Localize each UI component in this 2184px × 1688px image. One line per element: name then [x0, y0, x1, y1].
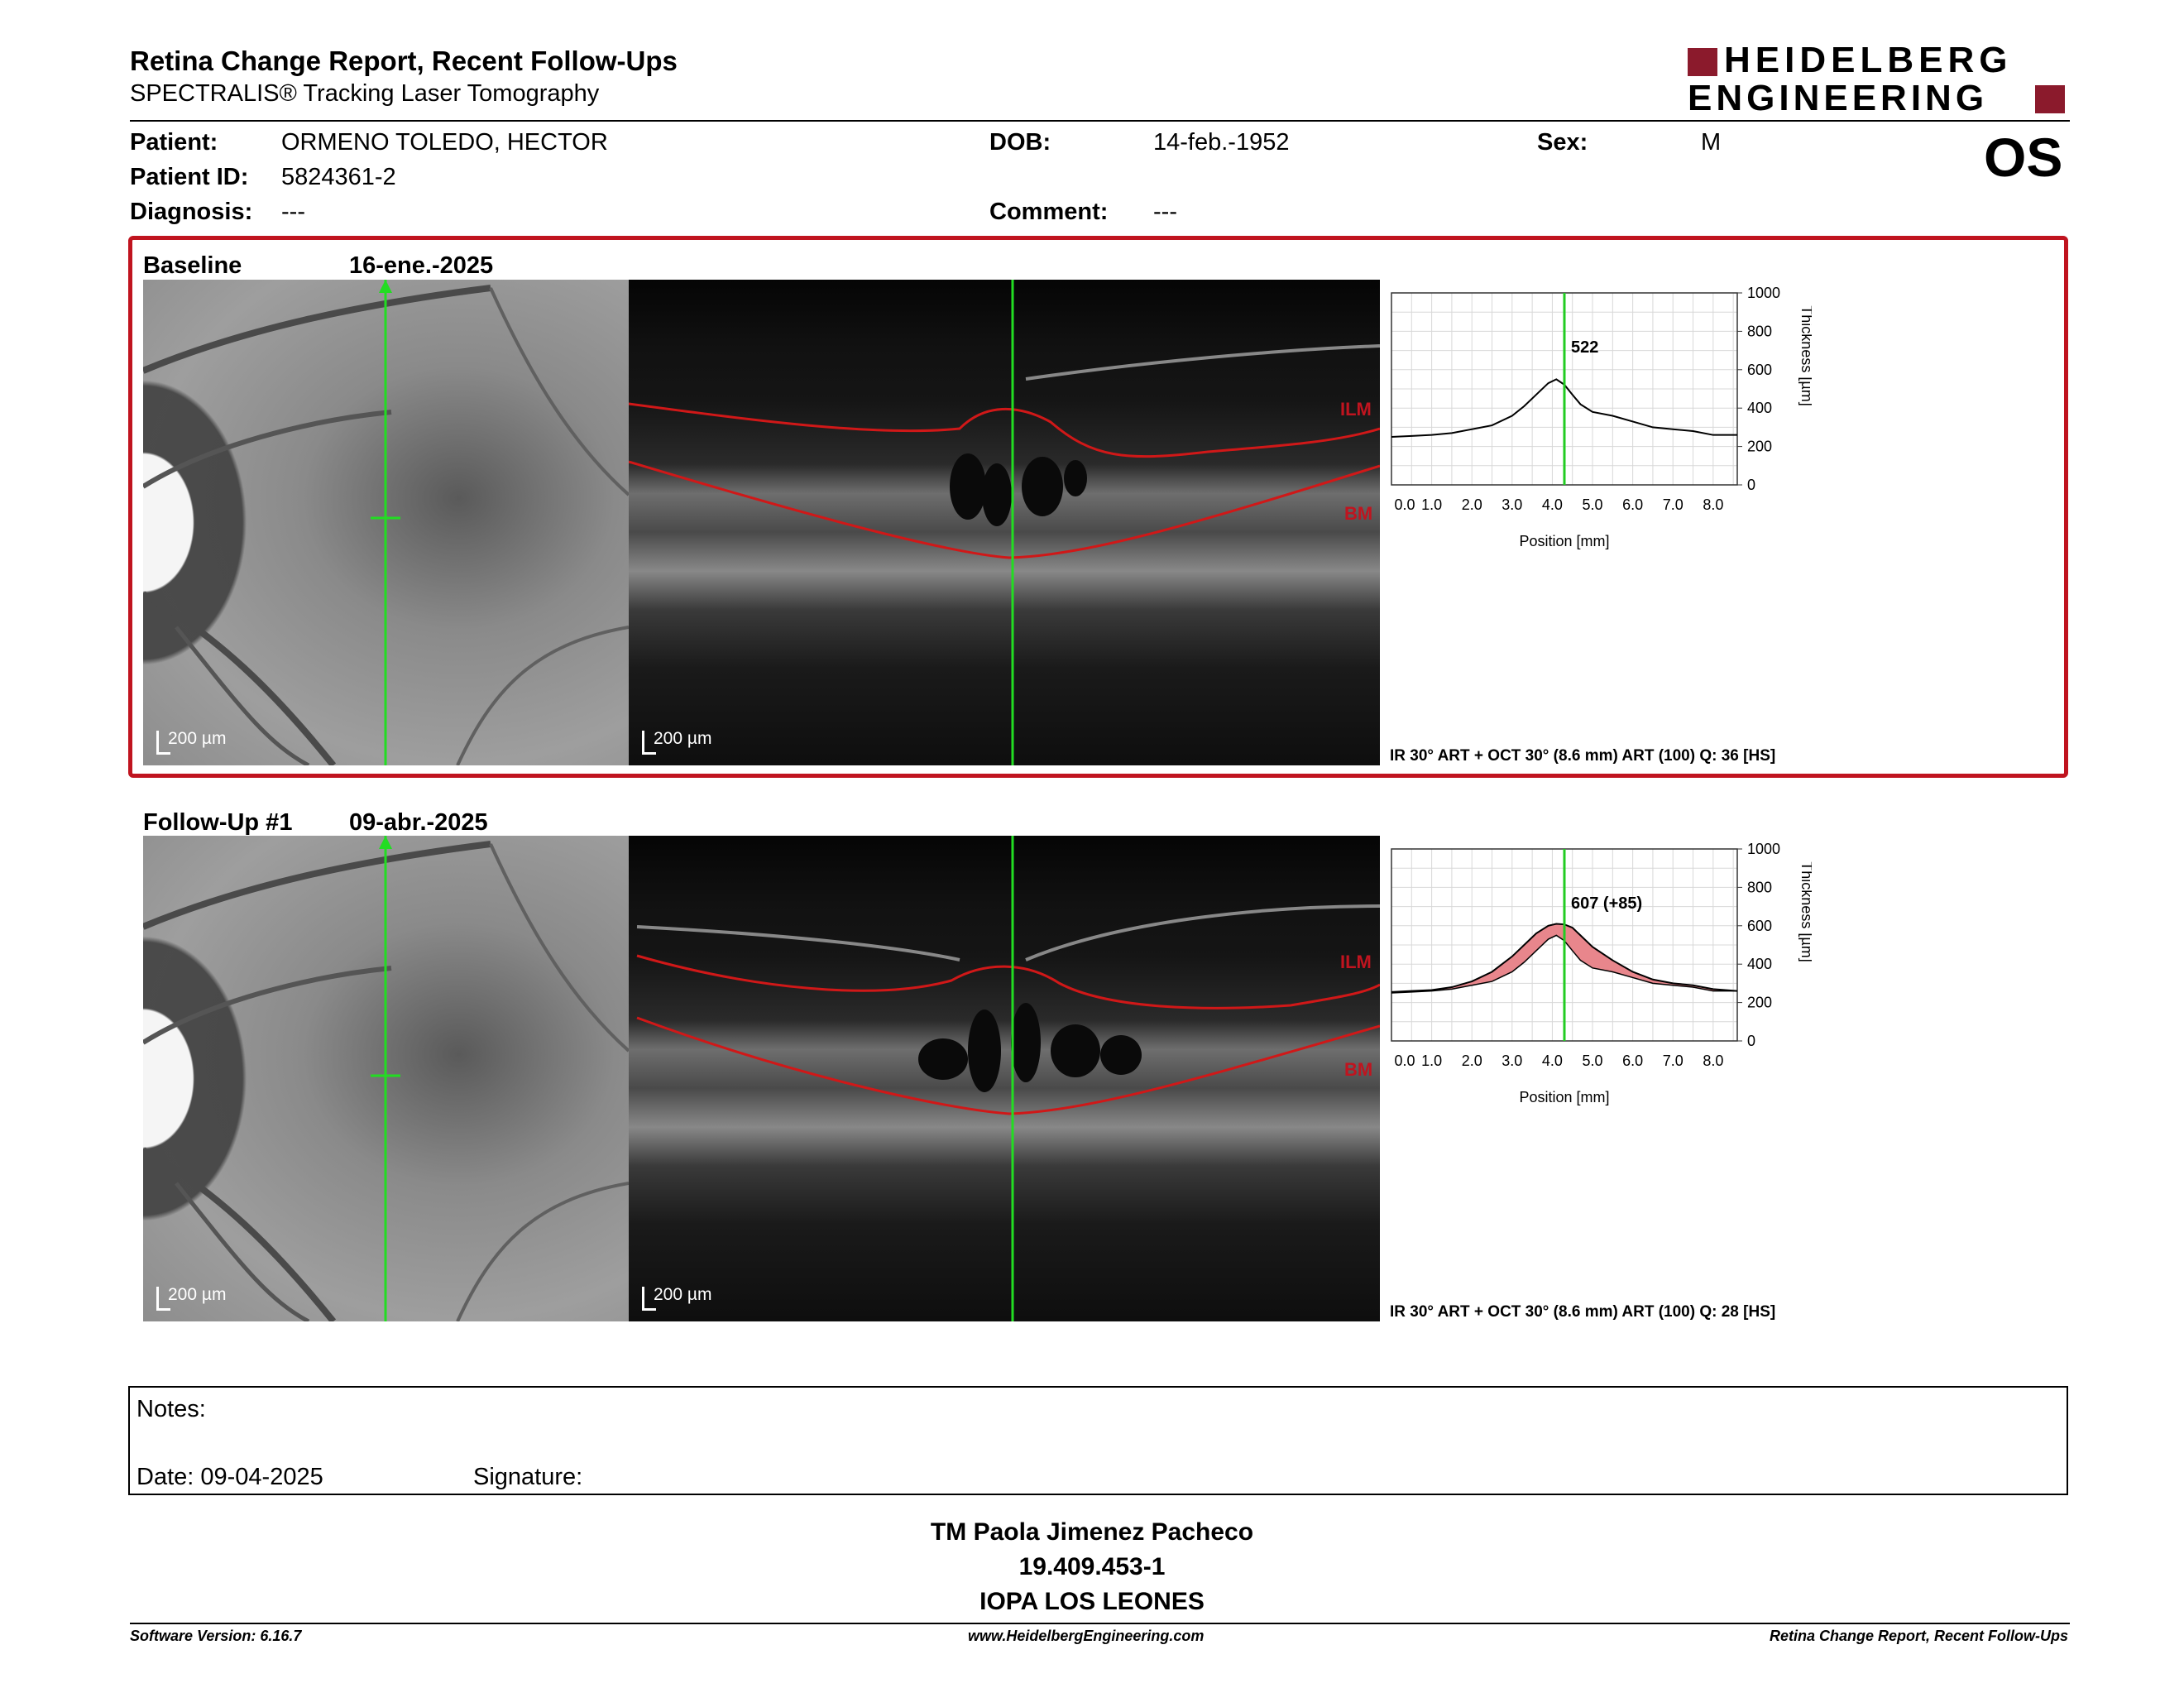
thickness-series-line [1391, 378, 1737, 438]
patient-id: 5824361-2 [281, 164, 396, 190]
y-axis-label: Thickness [µm] [1798, 305, 1812, 405]
followup-ilm-label: ILM [1340, 952, 1372, 972]
x-tick-label: 3.0 [1502, 496, 1522, 513]
y-tick-label: 600 [1747, 918, 1772, 934]
signer-id: 19.409.453-1 [1018, 1553, 1166, 1580]
y-tick-label: 800 [1747, 323, 1772, 339]
thickness-value-label: 607 (+85) [1571, 894, 1642, 913]
y-tick-label: 200 [1747, 995, 1772, 1011]
footer-report-name: Retina Change Report, Recent Follow-Ups [1769, 1628, 2068, 1644]
baseline-label: Baseline [143, 252, 242, 279]
y-tick-label: 600 [1747, 362, 1772, 378]
y-tick-label: 0 [1747, 477, 1755, 493]
x-axis-label: Position [mm] [1519, 533, 1609, 549]
y-tick-label: 200 [1747, 439, 1772, 455]
report-subtitle: SPECTRALIS® Tracking Laser Tomography [130, 80, 600, 107]
notes-date: Date: 09-04-2025 [136, 1464, 323, 1490]
patient-name: ORMENO TOLEDO, HECTOR [281, 129, 608, 156]
baseline-acquisition-info: IR 30° ART + OCT 30° (8.6 mm) ART (100) … [1390, 747, 1776, 765]
thickness-value-label: 522 [1571, 338, 1598, 357]
comment-label: Comment: [989, 199, 1109, 225]
signer-org: IOPA LOS LEONES [979, 1588, 1205, 1615]
thickness-series-line [1391, 934, 1737, 994]
logo-line2: ENGINEERING [1688, 78, 1989, 118]
notes-label: Notes: [136, 1396, 206, 1422]
logo-square-icon [1688, 48, 1717, 76]
diagnosis-value: --- [281, 199, 305, 225]
patient-id-label: Patient ID: [130, 164, 249, 190]
signer-name: TM Paola Jimenez Pacheco [930, 1518, 1254, 1546]
x-tick-label: 6.0 [1622, 1053, 1643, 1069]
x-tick-label: 8.0 [1703, 496, 1723, 513]
y-tick-label: 0 [1747, 1033, 1755, 1049]
report-title: Retina Change Report, Recent Follow-Ups [130, 46, 678, 76]
x-tick-label: 1.0 [1421, 1053, 1442, 1069]
followup-acquisition-info: IR 30° ART + OCT 30° (8.6 mm) ART (100) … [1390, 1303, 1776, 1321]
x-tick-label: 8.0 [1703, 1053, 1723, 1069]
logo-line1: HEIDELBERG [1724, 40, 2013, 80]
diagnosis-label: Diagnosis: [130, 199, 253, 225]
x-axis-label: Position [mm] [1519, 1089, 1609, 1105]
baseline-thickness-chart: 522 0 200 400 600 800 1000 0.0 1.0 2.0 3.0 4.0 5.0 6.… [1391, 285, 1812, 549]
x-tick-label: 7.0 [1663, 496, 1684, 513]
x-tick-label: 5.0 [1583, 496, 1603, 513]
logo-square-icon [2035, 85, 2065, 113]
dob-label: DOB: [989, 129, 1051, 156]
y-axis-label: Thickness [µm] [1798, 861, 1812, 961]
followup-thickness-chart: 607 (+85) 0 200 400 600 800 1000 0.0 1.0 2.0 3.0 4.… [1391, 841, 1812, 1105]
x-tick-label: 7.0 [1663, 1053, 1684, 1069]
y-tick-label: 400 [1747, 956, 1772, 972]
dob-value: 14-feb.-1952 [1153, 129, 1290, 156]
website-link[interactable]: www.HeidelbergEngineering.com [968, 1628, 1205, 1644]
x-tick-label: 0.0 [1394, 496, 1415, 513]
x-tick-label: 4.0 [1542, 1053, 1563, 1069]
footer-divider [130, 1623, 2070, 1624]
software-version: Software Version: 6.16.7 [130, 1628, 302, 1644]
y-tick-label: 400 [1747, 400, 1772, 416]
baseline-oct-bscan[interactable]: ILM BM 200 µm [629, 280, 1380, 765]
sex-value: M [1701, 129, 1722, 156]
notes-box[interactable]: Notes: Date: 09-04-2025 Signature: [128, 1386, 2068, 1495]
x-tick-label: 1.0 [1421, 496, 1442, 513]
followup-fundus-image[interactable]: 200 µm [143, 836, 629, 1321]
comment-value: --- [1153, 199, 1177, 225]
header-divider [130, 120, 2070, 122]
followup-bm-label: BM [1344, 1059, 1373, 1080]
x-tick-label: 2.0 [1462, 496, 1482, 513]
baseline-bm-label: BM [1344, 503, 1373, 524]
heidelberg-logo: HEIDELBERG ENGINEERING [1688, 42, 2068, 118]
thickness-series-line [1391, 923, 1738, 993]
y-tick-label: 1000 [1747, 841, 1780, 857]
patient-name-label: Patient: [130, 129, 218, 156]
signature-label: Signature: [473, 1464, 583, 1490]
x-tick-label: 3.0 [1502, 1053, 1522, 1069]
x-tick-label: 6.0 [1622, 496, 1643, 513]
baseline-fundus-image[interactable]: 200 µm [143, 280, 629, 765]
baseline-panel-frame [128, 236, 2068, 778]
y-tick-label: 800 [1747, 879, 1772, 895]
followup-oct-bscan[interactable]: ILM BM 200 µm [629, 836, 1380, 1321]
sex-label: Sex: [1537, 129, 1588, 156]
y-tick-label: 1000 [1747, 285, 1780, 301]
baseline-date: 16-ene.-2025 [349, 252, 494, 279]
followup-label: Follow-Up #1 [143, 809, 293, 836]
followup-date: 09-abr.-2025 [349, 809, 488, 836]
x-tick-label: 5.0 [1583, 1053, 1603, 1069]
baseline-ilm-label: ILM [1340, 399, 1372, 420]
x-tick-label: 0.0 [1394, 1053, 1415, 1069]
x-tick-label: 4.0 [1542, 496, 1563, 513]
x-tick-label: 2.0 [1462, 1053, 1482, 1069]
eye-indicator: OS [1984, 127, 2063, 188]
